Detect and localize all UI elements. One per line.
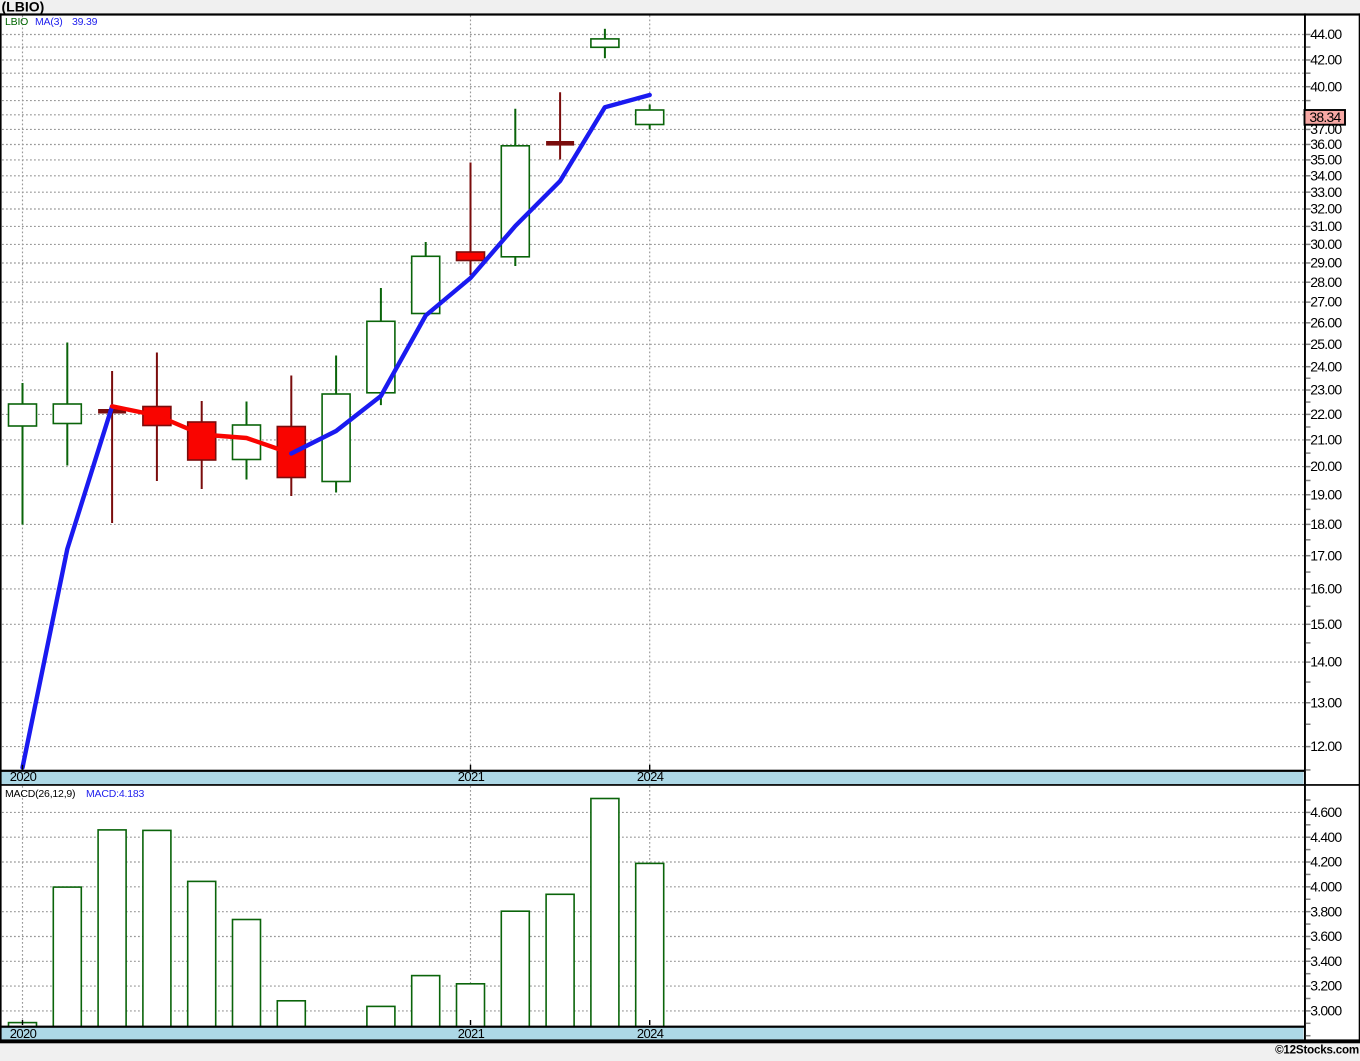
svg-text:13.00: 13.00: [1310, 694, 1342, 710]
svg-text:31.00: 31.00: [1310, 218, 1342, 234]
svg-text:©12Stocks.com: ©12Stocks.com: [1275, 1044, 1359, 1057]
svg-text:25.00: 25.00: [1310, 336, 1342, 352]
svg-text:2024: 2024: [637, 769, 664, 784]
svg-text:3.400: 3.400: [1310, 953, 1342, 969]
svg-text:3.600: 3.600: [1310, 928, 1342, 944]
svg-text:3.000: 3.000: [1310, 1003, 1342, 1019]
svg-text:36.00: 36.00: [1310, 136, 1342, 152]
svg-text:28.00: 28.00: [1310, 274, 1342, 290]
svg-text:4.000: 4.000: [1310, 878, 1342, 894]
svg-text:LBIO: LBIO: [5, 16, 28, 28]
svg-text:19.00: 19.00: [1310, 486, 1342, 502]
svg-text:38.34: 38.34: [1309, 109, 1341, 125]
svg-text:40.00: 40.00: [1310, 78, 1342, 94]
svg-text:26.00: 26.00: [1310, 314, 1342, 330]
svg-text:21.00: 21.00: [1310, 432, 1342, 448]
svg-text:44.00: 44.00: [1310, 26, 1342, 42]
svg-text:4.200: 4.200: [1310, 854, 1342, 870]
svg-text:14.00: 14.00: [1310, 654, 1342, 670]
svg-text:39.39: 39.39: [72, 16, 98, 28]
svg-text:MACD(26,12,9): MACD(26,12,9): [5, 788, 75, 800]
svg-text:4.400: 4.400: [1310, 829, 1342, 845]
svg-text:3.200: 3.200: [1310, 978, 1342, 994]
svg-text:2021: 2021: [458, 1026, 485, 1041]
svg-text:15.00: 15.00: [1310, 616, 1342, 632]
svg-text:(LBIO): (LBIO): [2, 0, 45, 15]
svg-text:2021: 2021: [458, 769, 485, 784]
svg-text:29.00: 29.00: [1310, 255, 1342, 271]
svg-text:16.00: 16.00: [1310, 581, 1342, 597]
svg-text:23.00: 23.00: [1310, 382, 1342, 398]
svg-text:MACD:4.183: MACD:4.183: [86, 788, 144, 800]
svg-text:30.00: 30.00: [1310, 236, 1342, 252]
svg-text:35.00: 35.00: [1310, 152, 1342, 168]
svg-text:3.800: 3.800: [1310, 903, 1342, 919]
svg-text:2024: 2024: [637, 1026, 664, 1041]
svg-text:22.00: 22.00: [1310, 406, 1342, 422]
svg-text:33.00: 33.00: [1310, 184, 1342, 200]
svg-text:27.00: 27.00: [1310, 294, 1342, 310]
svg-text:2020: 2020: [10, 1026, 37, 1041]
svg-text:24.00: 24.00: [1310, 358, 1342, 374]
svg-text:17.00: 17.00: [1310, 547, 1342, 563]
svg-text:34.00: 34.00: [1310, 167, 1342, 183]
svg-text:MA(3): MA(3): [35, 16, 63, 28]
svg-text:20.00: 20.00: [1310, 458, 1342, 474]
svg-text:12.00: 12.00: [1310, 738, 1342, 754]
svg-text:32.00: 32.00: [1310, 201, 1342, 217]
svg-text:18.00: 18.00: [1310, 516, 1342, 532]
svg-text:42.00: 42.00: [1310, 52, 1342, 68]
svg-text:4.600: 4.600: [1310, 804, 1342, 820]
svg-text:2020: 2020: [10, 769, 37, 784]
